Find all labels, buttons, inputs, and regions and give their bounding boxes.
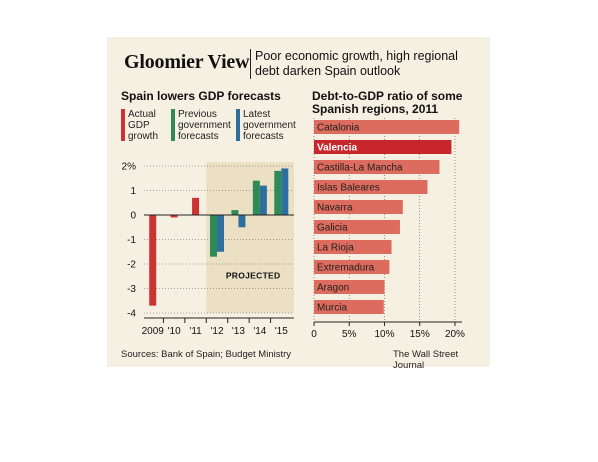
title-divider <box>250 49 251 79</box>
debt-x-tick-label: 0 <box>311 329 317 340</box>
debt-bar <box>314 220 400 234</box>
gdp-y-tick-label: -1 <box>127 235 136 246</box>
debt-bar <box>314 160 440 174</box>
gdp-x-tick-label: '15 <box>275 326 288 337</box>
debt-bar-label: Valencia <box>317 143 357 154</box>
debt-bar-label: Islas Baleares <box>317 183 380 194</box>
debt-bar <box>314 240 392 254</box>
gdp-x-tick-label: '11 <box>189 326 202 337</box>
debt-x-tick-label: 20% <box>445 329 465 340</box>
legend-item-actual: Actual GDP growth <box>128 109 159 142</box>
debt-bar <box>314 280 385 294</box>
debt-x-tick-label: 15% <box>410 329 430 340</box>
gdp-bar <box>231 210 239 215</box>
gdp-bar <box>170 215 178 218</box>
debt-bar-label: Extremadura <box>317 263 375 274</box>
debt-bar-label: Galicia <box>317 223 348 234</box>
gdp-x-tick-label: '14 <box>253 326 266 337</box>
legend-swatch-latest <box>236 109 240 141</box>
debt-bar-label: Catalonia <box>317 123 360 134</box>
debt-bar-label: La Rioja <box>317 243 354 254</box>
gdp-bar <box>192 197 200 215</box>
gdp-bar <box>217 215 224 252</box>
debt-bar <box>314 140 452 154</box>
gdp-bar <box>210 215 217 257</box>
gdp-bar <box>252 180 260 215</box>
gdp-x-tick-label: '10 <box>168 326 181 337</box>
chart-graphic: Gloomier View Poor economic growth, high… <box>107 37 490 371</box>
gdp-bar <box>281 168 289 215</box>
debt-bar-label: Castilla-La Mancha <box>317 163 403 174</box>
gdp-y-tick-label: -3 <box>127 284 136 295</box>
gdp-bar <box>259 185 267 215</box>
debt-bar-label: Murcia <box>317 303 347 314</box>
legend-swatch-previous <box>171 109 175 141</box>
source-note: Sources: Bank of Spain; Budget Ministry <box>121 349 292 360</box>
charts-svg: 2% 1 0 -1 -2 -3 -4 2009'10 '11 '12 '13 '14 '15 PROJEC… <box>122 118 465 340</box>
debt-bar <box>314 120 460 134</box>
legend-item-latest: Latest government forecasts <box>243 109 296 142</box>
debt-bar-label: Aragon <box>317 283 349 294</box>
gdp-chart-title: Spain lowers GDP forecasts <box>121 89 281 103</box>
gdp-x-tick-label: '12 <box>210 326 223 337</box>
gdp-y-tick-label: 2% <box>122 162 137 173</box>
legend-swatch-actual <box>121 109 125 141</box>
gdp-bar <box>238 215 246 228</box>
projected-label: PROJECTED <box>226 271 281 281</box>
debt-x-tick-label: 5% <box>342 329 357 340</box>
graphic-title: Gloomier View <box>124 51 250 73</box>
gdp-x-tick-label: 2009 <box>142 326 165 337</box>
gdp-bar <box>274 170 282 215</box>
gdp-y-tick-label: -2 <box>127 260 136 271</box>
legend-item-previous: Previous government forecasts <box>178 109 231 142</box>
gdp-y-tick-label: -4 <box>127 309 136 320</box>
credit-note: The Wall Street Journal <box>393 349 459 371</box>
debt-x-tick-label: 10% <box>374 329 394 340</box>
debt-bar-label: Navarra <box>317 203 353 214</box>
gdp-x-tick-label: '13 <box>232 326 245 337</box>
debt-bar <box>314 300 384 314</box>
gdp-y-tick-label: 0 <box>130 211 136 222</box>
debt-bar <box>314 180 428 194</box>
debt-chart-title: Debt-to-GDP ratio of some Spanish region… <box>312 89 463 116</box>
gdp-y-tick-label: 1 <box>130 186 136 197</box>
graphic-subtitle: Poor economic growth, high regional debt… <box>255 49 458 78</box>
debt-bar <box>314 260 390 274</box>
gdp-bar <box>149 215 157 306</box>
debt-bar <box>314 200 403 214</box>
